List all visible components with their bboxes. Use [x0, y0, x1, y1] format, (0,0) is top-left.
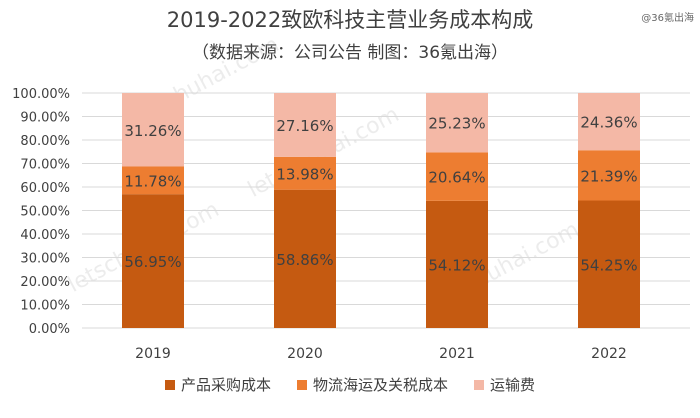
x-tick-label: 2019: [135, 346, 171, 362]
chart-title: 2019-2022致欧科技主营业务成本构成: [166, 8, 534, 32]
data-label: 24.36%: [580, 114, 637, 132]
legend-item-shipping: 运输费: [474, 374, 535, 395]
y-tick-label: 80.00%: [20, 134, 70, 149]
data-label: 54.25%: [580, 256, 637, 274]
bar-segment: [274, 189, 336, 328]
legend-swatch: [296, 379, 307, 390]
bar-segment: [426, 152, 488, 201]
legend-item-tariff: 物流海运及关税成本: [296, 374, 448, 395]
bar-segment: [578, 200, 640, 328]
y-tick-label: 40.00%: [20, 228, 70, 243]
source-tag: @36氪出海: [641, 13, 694, 24]
data-label: 27.16%: [276, 117, 333, 135]
y-tick-label: 70.00%: [20, 158, 70, 173]
data-label: 11.78%: [124, 172, 181, 190]
x-tick-label: 2020: [287, 346, 323, 362]
bar-segment: [578, 150, 640, 201]
bar-segment: [122, 194, 184, 328]
x-tick-label: 2022: [591, 346, 627, 362]
bar-segment: [274, 93, 336, 157]
data-label: 21.39%: [580, 167, 637, 185]
y-tick-label: 20.00%: [20, 275, 70, 290]
x-tick-label: 2021: [439, 346, 475, 362]
legend: 产品采购成本 物流海运及关税成本 运输费: [0, 374, 700, 395]
legend-item-product: 产品采购成本: [164, 374, 271, 395]
data-label: 25.23%: [428, 115, 485, 133]
y-tick-label: 60.00%: [20, 181, 70, 196]
legend-swatch: [164, 379, 175, 390]
legend-label: 物流海运及关税成本: [312, 376, 448, 394]
data-label: 20.64%: [428, 169, 485, 187]
legend-label: 运输费: [490, 376, 536, 394]
y-tick-label: 90.00%: [20, 111, 70, 126]
data-label: 31.26%: [124, 122, 181, 140]
data-label: 54.12%: [428, 256, 485, 274]
y-tick-label: 30.00%: [20, 252, 70, 267]
bar-segment: [122, 166, 184, 195]
y-tick-label: 0.00%: [29, 322, 70, 337]
data-label: 56.95%: [124, 253, 181, 271]
y-tick-label: 50.00%: [20, 205, 70, 220]
y-tick-label: 100.00%: [12, 87, 70, 102]
bar-segment: [122, 93, 184, 167]
data-label: 58.86%: [276, 251, 333, 269]
data-label: 13.98%: [276, 165, 333, 183]
bar-segment: [578, 93, 640, 151]
bar-segment: [426, 200, 488, 328]
y-tick-label: 10.00%: [20, 299, 70, 314]
bar-segment: [274, 156, 336, 190]
legend-swatch: [474, 379, 484, 390]
bar-segment: [426, 93, 488, 153]
legend-label: 产品采购成本: [180, 376, 271, 394]
chart-subtitle: （数据来源：公司公告 制图：36氪出海）: [191, 43, 509, 63]
